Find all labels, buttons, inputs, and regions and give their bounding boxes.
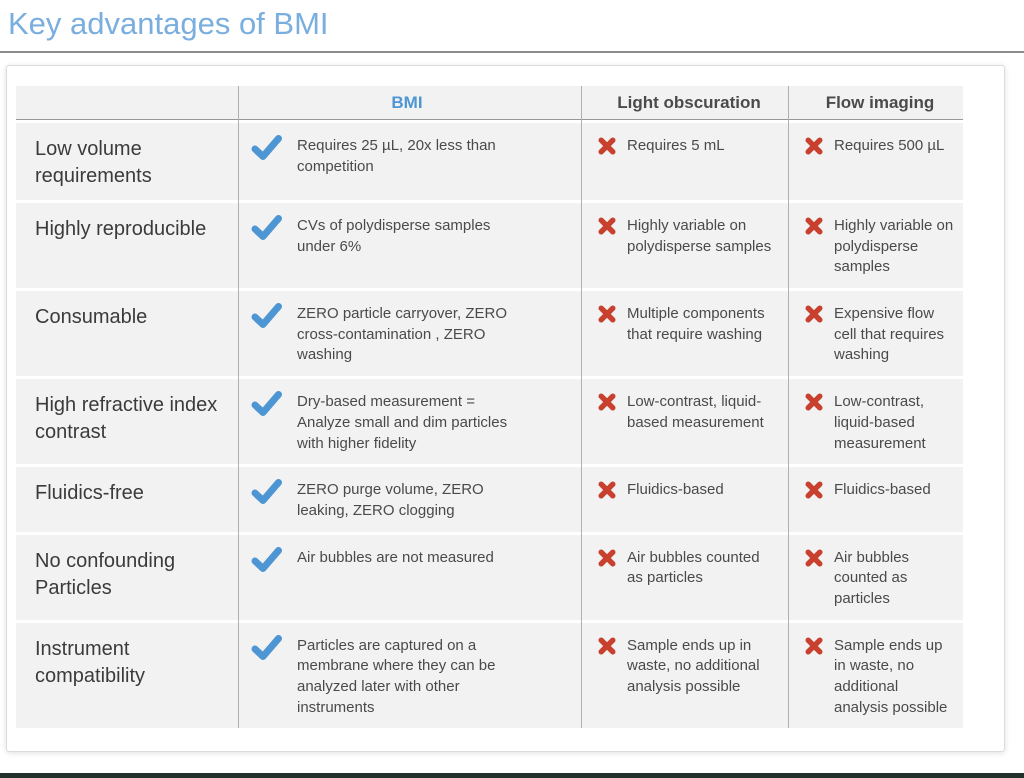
row-label: Highly reproducible [35, 218, 207, 240]
row-label: Consumable [35, 306, 148, 329]
light-obscuration-text: Sample ends up in waste, no additional a… [627, 636, 760, 695]
flow-imaging-cell: Sample ends up in waste, no additional a… [788, 623, 963, 729]
light-obscuration-cell: Requires 5 mL [581, 123, 788, 200]
bmi-text: ZERO purge volume, ZERO leaking, ZERO cl… [297, 481, 484, 519]
flow-imaging-text: Sample ends up in waste, no additional a… [834, 636, 948, 716]
x-icon [598, 137, 616, 155]
flow-imaging-cell: Low-contrast, liquid-based measurement [788, 379, 963, 464]
table-row: Fluidics-free ZERO purge volume, ZERO le… [16, 467, 963, 532]
row-label: No confounding Particles [35, 549, 176, 599]
flow-imaging-cell: Requires 500 µL [788, 123, 963, 200]
bmi-text: Dry-based measurement = Analyze small an… [297, 393, 508, 452]
x-icon [805, 137, 823, 155]
x-icon [598, 305, 616, 323]
flow-imaging-cell: Air bubbles counted as particles [788, 535, 963, 620]
light-obscuration-text: Highly variable on polydisperse samples [627, 217, 772, 255]
row-label: Fluidics-free [35, 482, 144, 505]
light-obscuration-cell: Low-contrast, liquid-based measurement [581, 379, 788, 464]
table-row: Highly reproducible CVs of polydisperse … [16, 203, 963, 289]
x-icon [805, 481, 823, 499]
table-row: No confounding Particles Air bubbles are… [16, 534, 963, 620]
grid-line-vertical [238, 86, 239, 729]
bmi-cell: ZERO particle carryover, ZERO cross-cont… [238, 291, 581, 376]
bmi-cell: ZERO purge volume, ZERO leaking, ZERO cl… [238, 467, 581, 531]
flow-imaging-cell: Highly variable on polydisperse samples [788, 203, 963, 288]
bmi-text: Requires 25 µL, 20x less than competitio… [297, 137, 496, 175]
light-obscuration-text: Low-contrast, liquid-based measurement [627, 393, 764, 431]
check-icon [251, 479, 282, 505]
light-obscuration-cell: Air bubbles counted as particles [581, 535, 788, 620]
bmi-cell: CVs of polydisperse samples under 6% [238, 203, 581, 288]
grid-line-vertical [788, 86, 789, 729]
bmi-cell: Dry-based measurement = Analyze small an… [238, 379, 581, 464]
x-icon [598, 393, 616, 411]
flow-imaging-text: Fluidics-based [834, 481, 931, 499]
check-icon [251, 303, 282, 329]
title-divider [0, 51, 1024, 53]
table-header: BMI Light obscuration Flow imaging [16, 86, 963, 120]
check-icon [251, 391, 282, 417]
comparison-table: BMI Light obscuration Flow imaging Low v… [16, 86, 963, 729]
light-obscuration-text: Multiple components that require washing [627, 305, 765, 343]
grid-line-vertical [581, 86, 582, 729]
x-icon [805, 305, 823, 323]
bmi-text: ZERO particle carryover, ZERO cross-cont… [297, 305, 508, 364]
page-title: Key advantages of BMI [8, 6, 329, 41]
flow-imaging-cell: Fluidics-based [788, 467, 963, 531]
page: Key advantages of BMI BMI Light obscurat… [0, 6, 1024, 778]
row-label: Low volume requirements [35, 138, 152, 187]
bmi-text: CVs of polydisperse samples under 6% [297, 217, 491, 255]
flow-imaging-text: Highly variable on polydisperse samples [834, 217, 954, 276]
x-icon [805, 637, 823, 655]
check-icon [251, 546, 282, 572]
header-light-obscuration: Light obscuration [617, 92, 761, 112]
table-row: High refractive index contrast Dry-based… [16, 379, 963, 465]
header-bmi: BMI [391, 92, 423, 112]
bmi-cell: Requires 25 µL, 20x less than competitio… [238, 123, 581, 200]
row-label: Instrument compatibility [35, 637, 146, 687]
bmi-cell: Air bubbles are not measured [238, 535, 581, 620]
light-obscuration-cell: Highly variable on polydisperse samples [581, 203, 788, 288]
x-icon [598, 481, 616, 499]
flow-imaging-cell: Expensive flow cell that requires washin… [788, 291, 963, 376]
table-body: Low volume requirements Requires 25 µL, … [16, 123, 963, 729]
footer-bar [0, 773, 1024, 778]
bmi-cell: Particles are captured on a membrane whe… [238, 623, 581, 729]
x-icon [805, 217, 823, 235]
light-obscuration-text: Fluidics-based [627, 481, 724, 499]
header-feature [16, 99, 238, 107]
comparison-card: BMI Light obscuration Flow imaging Low v… [6, 65, 1005, 752]
table-row: Instrument compatibility Particles are c… [16, 622, 963, 729]
x-icon [598, 217, 616, 235]
light-obscuration-cell: Sample ends up in waste, no additional a… [581, 623, 788, 729]
header-flow-imaging: Flow imaging [825, 92, 935, 112]
x-icon [805, 549, 823, 567]
table-row: Low volume requirements Requires 25 µL, … [16, 123, 963, 200]
light-obscuration-text: Requires 5 mL [627, 137, 725, 154]
table-row: Consumable ZERO particle carryover, ZERO… [16, 291, 963, 377]
bmi-text: Air bubbles are not measured [297, 548, 494, 566]
x-icon [598, 549, 616, 567]
x-icon [598, 637, 616, 655]
row-label: High refractive index contrast [35, 394, 218, 444]
flow-imaging-text: Low-contrast, liquid-based measurement [834, 393, 926, 452]
check-icon [251, 215, 282, 240]
x-icon [805, 393, 823, 411]
light-obscuration-cell: Fluidics-based [581, 467, 788, 531]
flow-imaging-text: Air bubbles counted as particles [834, 548, 910, 607]
bmi-text: Particles are captured on a membrane whe… [297, 636, 496, 716]
check-icon [251, 634, 282, 660]
flow-imaging-text: Expensive flow cell that requires washin… [834, 305, 945, 364]
check-icon [251, 135, 282, 160]
light-obscuration-cell: Multiple components that require washing [581, 291, 788, 376]
flow-imaging-text: Requires 500 µL [834, 137, 945, 154]
light-obscuration-text: Air bubbles counted as particles [627, 548, 760, 587]
